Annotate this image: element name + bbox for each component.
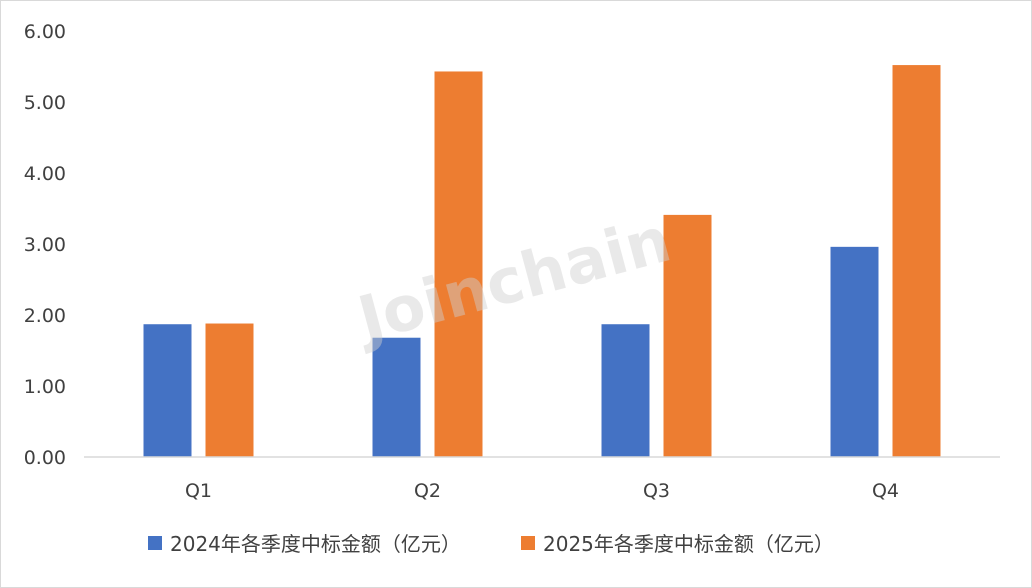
legend-label: 2025年各季度中标金额（亿元） xyxy=(543,532,834,556)
y-tick-label: 1.00 xyxy=(24,376,66,398)
y-tick-label: 5.00 xyxy=(24,92,66,114)
bar-2025-q3 xyxy=(663,214,712,457)
legend-swatch xyxy=(148,536,162,550)
x-axis: Q1 Q2 Q3 Q4 xyxy=(185,480,899,502)
x-tick-label: Q1 xyxy=(185,480,212,502)
x-tick-label: Q3 xyxy=(643,480,670,502)
y-tick-label: 3.00 xyxy=(24,234,66,256)
y-tick-label: 2.00 xyxy=(24,305,66,327)
legend: 2024年各季度中标金额（亿元） 2025年各季度中标金额（亿元） xyxy=(148,532,834,556)
legend-swatch xyxy=(521,536,535,550)
bar-2024-q2 xyxy=(372,337,421,457)
y-tick-label: 0.00 xyxy=(24,447,66,469)
bar-2024-q4 xyxy=(830,246,879,457)
bars xyxy=(143,65,941,457)
legend-label: 2024年各季度中标金额（亿元） xyxy=(170,532,461,556)
y-axis: 0.00 1.00 2.00 3.00 4.00 5.00 6.00 xyxy=(24,21,66,469)
y-tick-label: 6.00 xyxy=(24,21,66,43)
y-tick-label: 4.00 xyxy=(24,163,66,185)
bar-2024-q1 xyxy=(143,324,192,457)
bar-2025-q1 xyxy=(205,323,254,457)
bar-2024-q3 xyxy=(601,324,650,457)
x-tick-label: Q2 xyxy=(414,480,441,502)
bar-2025-q4 xyxy=(892,65,941,457)
bar-2025-q2 xyxy=(434,71,483,457)
x-tick-label: Q4 xyxy=(872,480,899,502)
